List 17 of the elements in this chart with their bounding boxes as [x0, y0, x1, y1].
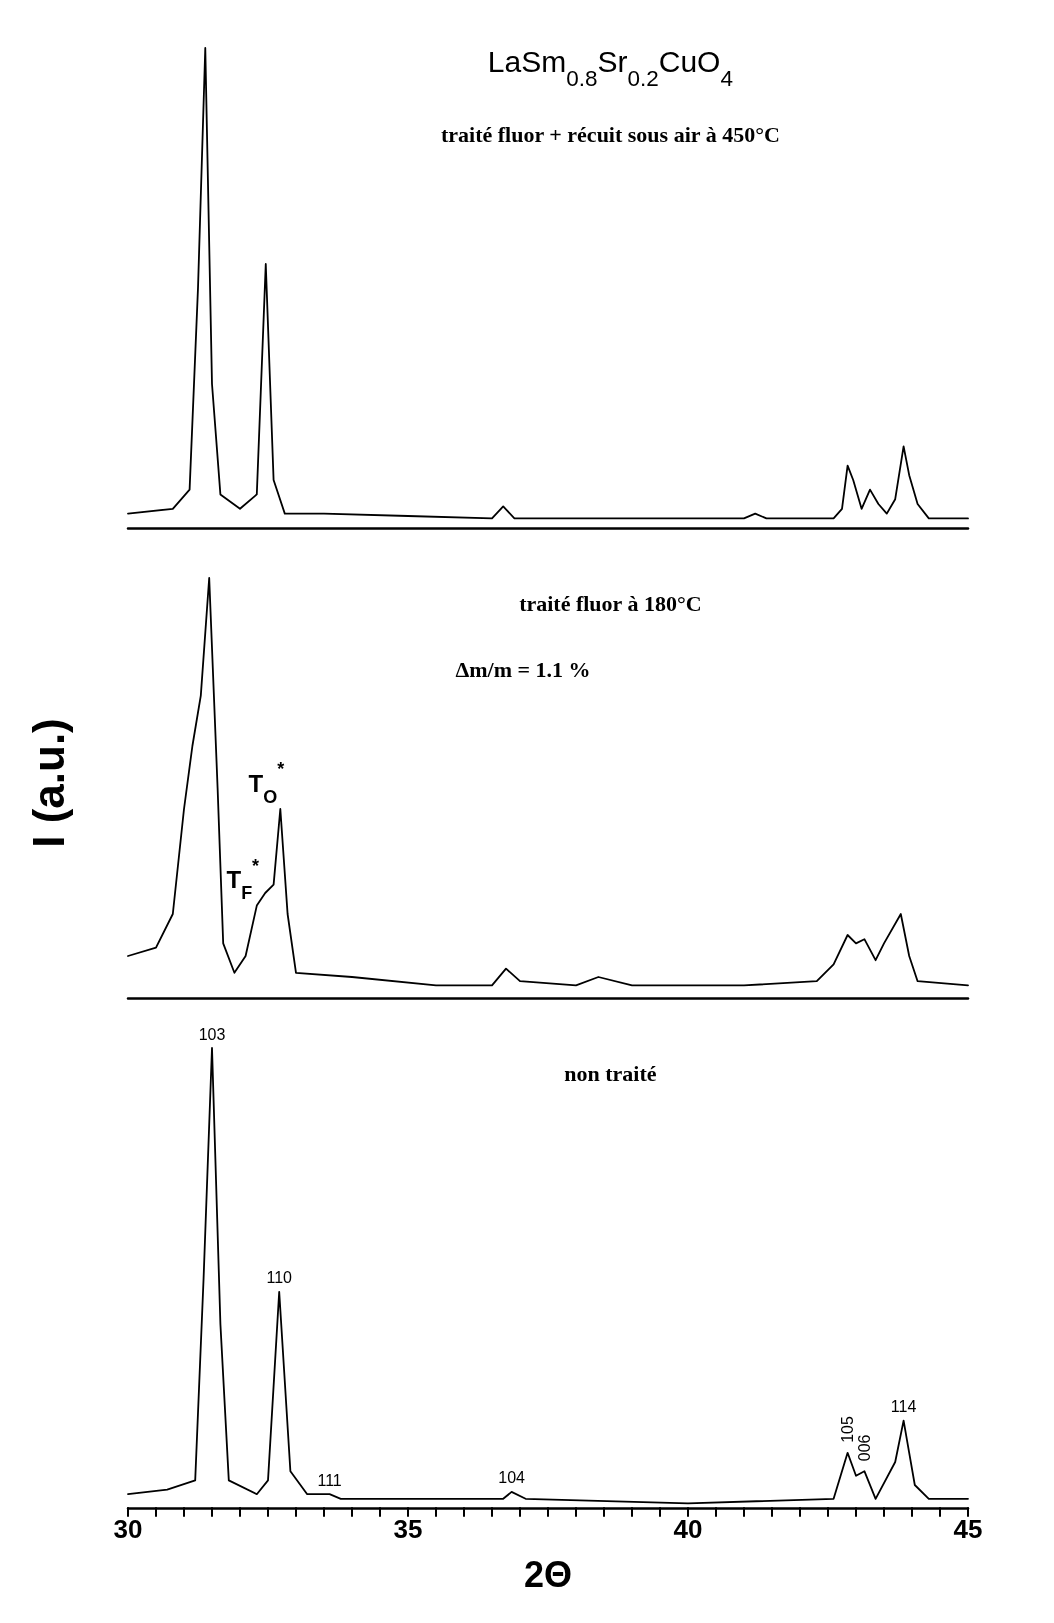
x-tick-label: 35 — [393, 1514, 423, 1544]
annotation: 110 — [266, 1269, 293, 1287]
x-tick-label: 45 — [953, 1514, 983, 1544]
annotation: 006 — [855, 1434, 873, 1462]
annotation: 103 — [198, 1025, 226, 1043]
annotation: Δm/m = 1.1 % — [455, 656, 591, 682]
y-axis-title: I (a.u.) — [23, 718, 73, 848]
x-tick-label: 40 — [673, 1514, 703, 1544]
annotation: 111 — [317, 1471, 342, 1489]
annotation: 104 — [498, 1469, 526, 1487]
text: non traité — [564, 1061, 657, 1087]
x-axis-title: 2Θ — [523, 1553, 573, 1595]
text: traité fluor + récuit sous air à 450°C — [440, 121, 780, 147]
annotation: 105 — [839, 1416, 857, 1443]
text: traité fluor à 180°C — [519, 591, 702, 617]
annotation: 114 — [890, 1398, 917, 1416]
x-tick-label: 30 — [113, 1514, 143, 1544]
